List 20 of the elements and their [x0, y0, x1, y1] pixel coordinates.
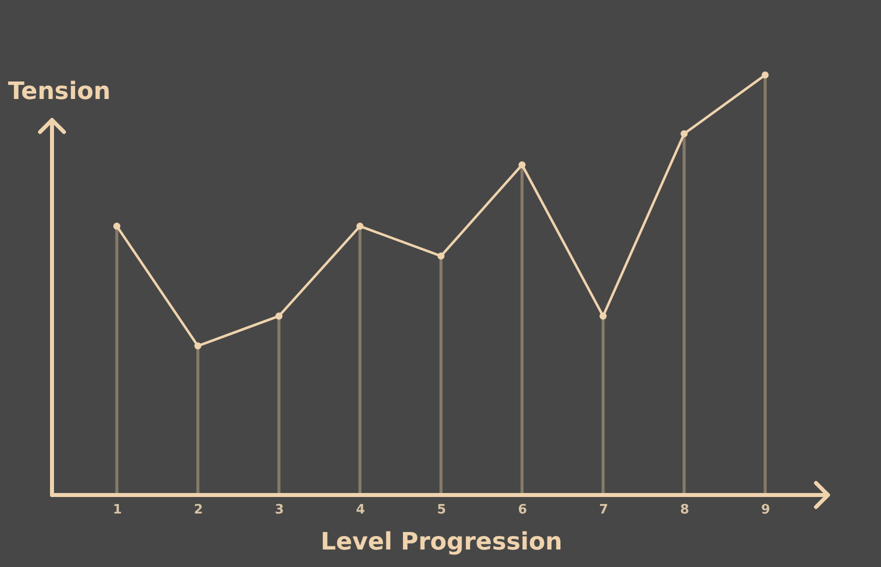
point: [518, 161, 526, 168]
x-tick-label: 8: [680, 502, 690, 518]
x-tick-label: 6: [518, 502, 528, 518]
point: [113, 222, 120, 230]
x-tick-label: 3: [274, 502, 284, 518]
x-tick-label: 7: [599, 502, 608, 518]
x-tick-label: 5: [436, 502, 446, 518]
point: [600, 312, 607, 320]
x-tick-label: 2: [194, 502, 203, 518]
x-tick-label: 1: [112, 502, 122, 518]
x-tick-label: 9: [761, 502, 770, 518]
y-axis-title: Tension: [8, 77, 111, 105]
x-axis-title: Level Progression: [320, 528, 562, 556]
point: [762, 71, 769, 79]
point: [680, 130, 688, 138]
point: [437, 252, 445, 260]
point: [275, 312, 282, 320]
x-tick-label: 4: [356, 502, 365, 518]
point: [356, 222, 364, 230]
point: [194, 342, 202, 350]
